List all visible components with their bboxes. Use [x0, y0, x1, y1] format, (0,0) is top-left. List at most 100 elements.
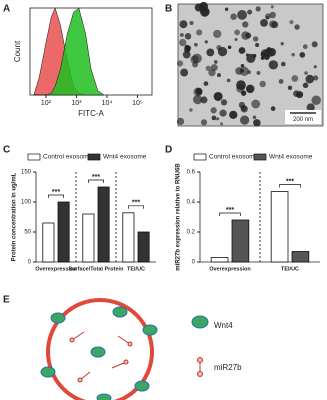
- particle: [213, 60, 218, 64]
- bar: [231, 219, 250, 263]
- legend-swatch: [193, 153, 207, 161]
- particle: [179, 38, 187, 47]
- panel-label: B: [165, 4, 172, 15]
- particle: [189, 20, 194, 25]
- y-tick-label: 0.2: [187, 230, 196, 236]
- particle: [176, 117, 185, 126]
- particle: [299, 52, 306, 58]
- x-tick-label: 10⁵: [132, 100, 143, 107]
- particle: [247, 9, 253, 15]
- y-tick-label: 0.4: [187, 200, 196, 206]
- legend-label: miR27b: [214, 363, 242, 372]
- particle: [193, 94, 203, 105]
- particle: [269, 11, 276, 19]
- particle: [217, 46, 228, 57]
- particle: [224, 7, 229, 11]
- x-tick-label: 10²: [41, 100, 52, 107]
- particle: [234, 37, 238, 41]
- particle: [220, 99, 228, 106]
- particle: [270, 106, 276, 111]
- legend-swatch: [87, 153, 101, 161]
- particle: [240, 104, 247, 111]
- particle: [195, 87, 203, 95]
- significance: ***: [92, 174, 100, 181]
- significance-bracket: [128, 205, 144, 209]
- particle: [206, 48, 215, 57]
- particle: [291, 75, 299, 82]
- particle: [305, 74, 315, 84]
- particle: [280, 42, 284, 46]
- particle: [289, 20, 294, 25]
- particle: [306, 103, 315, 112]
- particle: [241, 31, 250, 40]
- bar: [210, 257, 229, 263]
- significance-bracket: [48, 194, 64, 198]
- particle: [216, 117, 220, 121]
- particle: [239, 66, 249, 76]
- particle: [253, 119, 261, 127]
- particle: [269, 20, 277, 29]
- particle: [234, 29, 240, 36]
- bar: [97, 186, 110, 263]
- particle: [179, 33, 184, 37]
- x-tick-label: Overexpression: [35, 266, 77, 272]
- particle: [312, 75, 319, 81]
- x-tick-label: Overexpression: [209, 266, 251, 272]
- particle: [259, 80, 266, 88]
- particle: [184, 44, 190, 51]
- particle: [200, 96, 208, 104]
- particle: [213, 29, 222, 39]
- particle: [265, 15, 270, 20]
- particle: [176, 60, 184, 67]
- particle: [194, 42, 198, 47]
- particle: [229, 110, 238, 119]
- particle: [237, 9, 247, 20]
- particle: [227, 45, 232, 50]
- particle: [294, 24, 300, 30]
- y-tick-label: 0: [28, 260, 32, 266]
- y-axis-label: Count: [13, 40, 22, 62]
- legend-swatch: [27, 153, 41, 161]
- particle: [242, 21, 249, 28]
- particle: [313, 65, 317, 69]
- x-tick-label: TEI/UC: [127, 266, 145, 272]
- particle: [251, 99, 261, 109]
- particle: [205, 65, 211, 71]
- particle: [184, 33, 192, 40]
- particle: [196, 29, 203, 36]
- particle: [255, 42, 260, 48]
- particle: [204, 40, 208, 44]
- particle: [268, 60, 279, 70]
- particle: [217, 73, 221, 78]
- significance: ***: [286, 178, 294, 185]
- particle: [245, 84, 255, 94]
- particle: [264, 48, 274, 58]
- y-tick-label: 100: [21, 200, 32, 206]
- particle: [260, 19, 268, 27]
- significance-bracket: [88, 179, 104, 183]
- scale-label: 200 nm: [293, 117, 313, 123]
- particle: [240, 115, 250, 125]
- panel-label: C: [3, 145, 10, 156]
- significance-bracket: [219, 212, 241, 216]
- particle: [210, 107, 217, 114]
- particle: [260, 56, 265, 60]
- particle: [240, 69, 245, 73]
- legend-label: Control exosome: [209, 154, 259, 161]
- particle: [296, 91, 304, 99]
- particle: [240, 63, 245, 68]
- x-tick-label: 10⁴: [102, 100, 113, 107]
- particle: [219, 122, 224, 126]
- bar: [137, 231, 150, 263]
- histogram-area: [33, 7, 105, 96]
- particle: [200, 119, 208, 126]
- particle: [287, 85, 293, 90]
- significance: ***: [132, 200, 140, 207]
- y-tick-label: 50: [24, 230, 31, 236]
- particle: [278, 78, 284, 84]
- particle: [252, 36, 259, 42]
- y-axis-label: Protein concentration in ug/mL: [12, 172, 18, 261]
- particle: [280, 61, 286, 67]
- micrograph: [176, 1, 324, 127]
